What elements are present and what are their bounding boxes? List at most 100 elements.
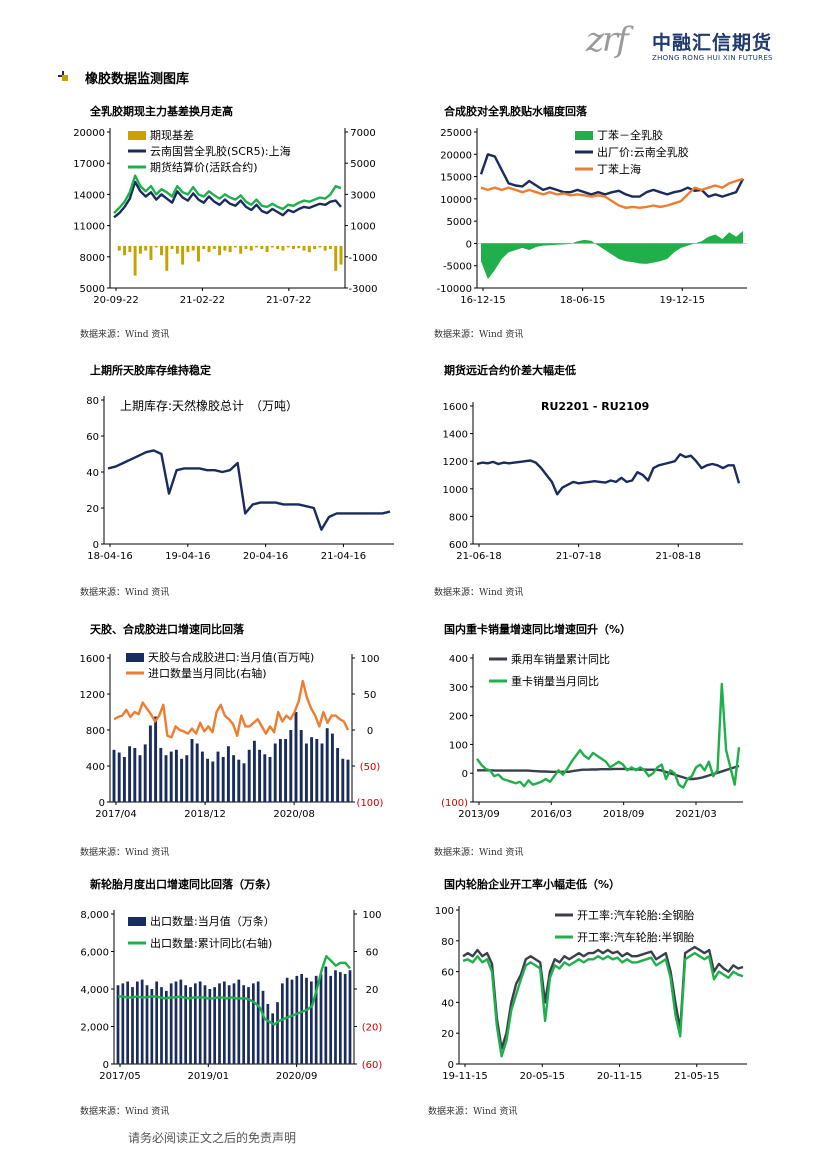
bar	[218, 245, 222, 256]
bar	[149, 245, 153, 260]
y-tick-label-left: 20	[86, 504, 99, 515]
y-tick-label-left: 1200	[443, 457, 468, 468]
bar	[292, 245, 295, 249]
y-tick-label-left: 14000	[73, 190, 105, 201]
bar	[252, 740, 256, 802]
line-series	[462, 945, 744, 1050]
bar	[133, 245, 137, 276]
y-tick-label-right: 1000	[350, 222, 375, 233]
company-logo: zrf 中融汇信期货 ZHONG RONG HUI XIN FUTURES	[586, 20, 786, 64]
y-tick-label-left: 1600	[80, 654, 105, 665]
bar	[154, 245, 158, 248]
x-tick-label: 20-05-15	[520, 1071, 565, 1082]
bar	[143, 744, 147, 802]
line-series	[107, 449, 391, 531]
bar	[181, 245, 185, 265]
chart-4-title: 期货远近合约价差大幅走低	[444, 364, 576, 377]
chart-1-basis: 20000 17000 14000 11000 8000 5000 7000 5000 3000…	[73, 128, 378, 306]
legend-swatch	[126, 653, 144, 662]
source-label-3: 数据来源：Wind 资讯	[80, 588, 170, 598]
bar	[223, 245, 227, 251]
legend-label: 开工率:汽车轮胎:全钢胎	[577, 908, 694, 922]
bar	[180, 758, 184, 802]
bar	[319, 974, 323, 1064]
bar	[273, 743, 277, 802]
bar	[255, 245, 259, 248]
x-tick-label: 2018/12	[184, 809, 226, 820]
y-tick-label-right: (100)	[357, 798, 384, 809]
bar	[281, 245, 285, 251]
chart-3-shfe-inventory: 80 60 40 20 018-04-16 19-04-16 20-04-16 21-04-1…	[86, 396, 394, 562]
bar	[320, 743, 324, 802]
line-series	[477, 764, 740, 781]
bar	[160, 987, 163, 1064]
chart-7-tyre-exports: 8,000 6,000 4,000 2,000 0 100 60 20 (20) (60) 2017…	[80, 910, 382, 1082]
source-label-8: 数据来源：Wind 资讯	[428, 1107, 518, 1117]
bar	[140, 979, 144, 1064]
x-tick-label: 20-04-16	[243, 551, 288, 562]
bar	[232, 755, 236, 802]
y-tick-label-left: 60	[86, 432, 99, 443]
bar	[310, 737, 314, 802]
y-tick-label-left: 80	[86, 396, 99, 407]
bar	[164, 755, 168, 802]
bar	[211, 761, 215, 802]
bar	[116, 985, 120, 1064]
bar	[334, 970, 337, 1064]
bar	[239, 245, 243, 254]
bar	[256, 981, 260, 1064]
bar	[186, 245, 190, 253]
y-tick-label-left: 6,000	[80, 948, 109, 959]
bar	[228, 245, 232, 253]
x-tick-label: 2018/09	[603, 809, 645, 820]
source-label-2: 数据来源：Wind 资讯	[434, 330, 524, 340]
y-tick-label-right: -3000	[348, 284, 377, 295]
bar	[270, 245, 274, 248]
y-tick-label-right: 50	[364, 690, 377, 701]
x-tick-label: 2016/03	[531, 809, 573, 820]
bar	[122, 757, 126, 802]
bar	[233, 245, 237, 248]
bar	[121, 983, 125, 1064]
bar	[222, 981, 226, 1064]
bar	[242, 763, 246, 802]
disclaimer-footer: 请务必阅读正文之后的免责声明	[128, 1131, 297, 1145]
y-tick-label-left: 2,000	[80, 1023, 109, 1034]
bar	[145, 985, 149, 1064]
bar	[174, 749, 178, 802]
bar	[271, 1013, 275, 1064]
bar	[251, 983, 255, 1064]
chart-8-tyre-utilization: 100 80 60 40 20 019-11-15 20-05-15 20-11-15 21-0…	[435, 906, 747, 1082]
bar	[323, 245, 327, 251]
chart-5-title: 天胶、合成胶进口增速同比回落	[90, 623, 244, 636]
bar	[325, 728, 329, 802]
x-tick-label: 2017/04	[95, 809, 137, 820]
bar	[247, 749, 251, 802]
bar	[249, 245, 253, 251]
x-tick-label: 2017/05	[99, 1071, 141, 1082]
x-tick-label: 2020/08	[273, 809, 315, 820]
chart-annotation: 上期库存:天然橡胶总计 （万吨）	[120, 398, 298, 413]
bar	[203, 985, 207, 1064]
bar	[169, 751, 173, 802]
bar	[290, 979, 294, 1064]
chart-5-imports: 1600 1200 800 400 0 100 50 0 (50) (100) 2017/04 201…	[80, 650, 384, 820]
bar	[294, 712, 298, 802]
bar	[295, 975, 299, 1064]
bar	[247, 987, 250, 1064]
x-tick-label: 19-04-16	[165, 551, 210, 562]
line-series	[480, 177, 744, 209]
y-tick-label-left: 20000	[440, 150, 472, 161]
bar	[285, 977, 289, 1064]
bar	[179, 979, 183, 1064]
bar	[286, 245, 290, 248]
bar	[221, 757, 225, 802]
legend-label: 进口数量当月同比(右轴)	[148, 666, 267, 680]
bar	[300, 974, 304, 1064]
bar	[154, 716, 158, 802]
bar	[160, 245, 163, 256]
bar	[196, 245, 200, 262]
source-label-6: 数据来源：Wind 资讯	[434, 848, 524, 858]
line-series	[476, 682, 741, 789]
area-series	[481, 230, 743, 280]
